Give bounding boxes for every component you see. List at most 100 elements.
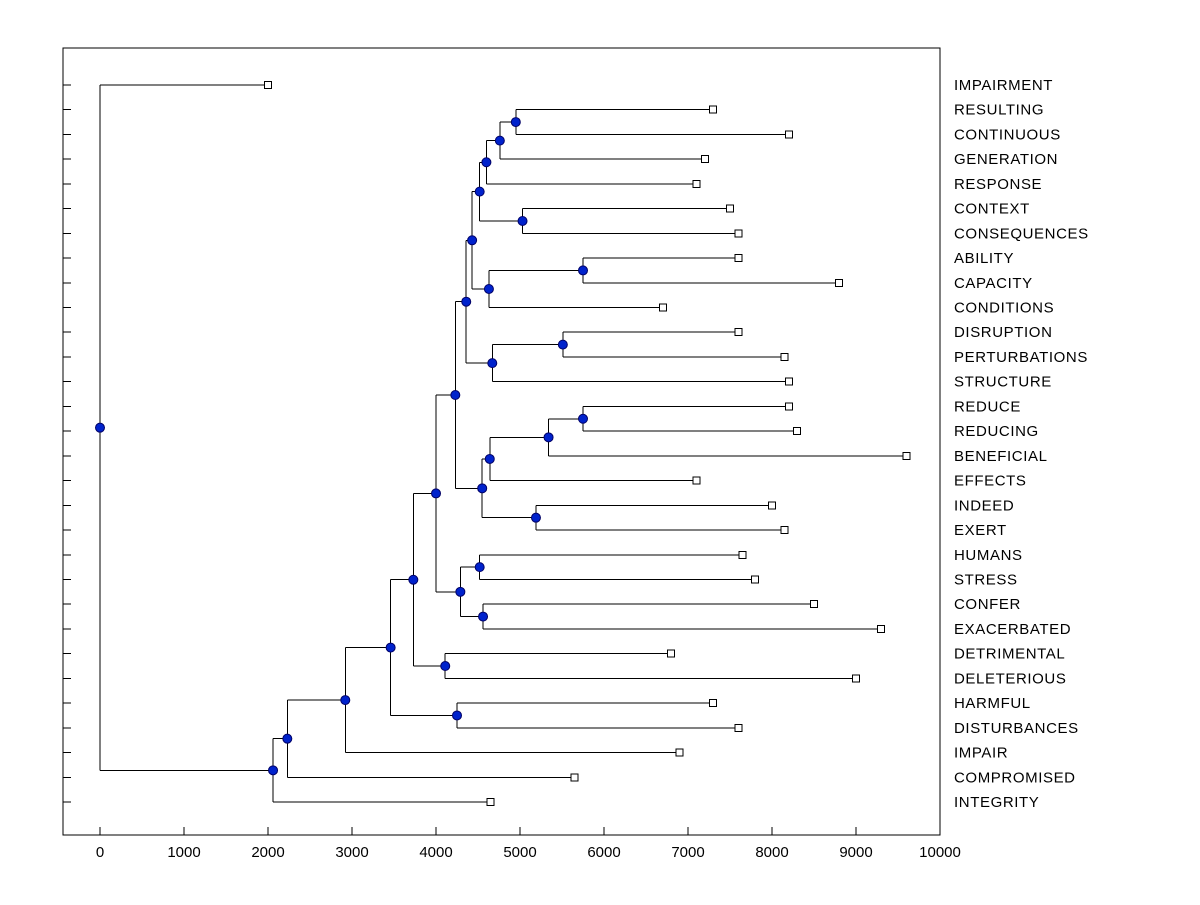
internal-node-marker xyxy=(517,215,528,226)
leaf-label: CONFER xyxy=(954,596,1021,613)
leaf-marker xyxy=(692,476,701,485)
leaf-marker xyxy=(852,674,860,683)
internal-node-marker xyxy=(484,453,495,464)
leaf-marker xyxy=(784,402,793,411)
x-tick-label: 4000 xyxy=(419,844,452,861)
x-tick-label: 0 xyxy=(96,844,104,861)
leaf-label: EFFECTS xyxy=(954,473,1027,490)
x-tick-label: 2000 xyxy=(251,844,284,861)
leaf-marker xyxy=(734,229,743,238)
internal-node-marker xyxy=(282,733,293,744)
leaf-label: EXERT xyxy=(954,522,1007,539)
leaf-marker xyxy=(667,649,676,658)
leaf-label: HUMANS xyxy=(954,547,1023,564)
x-tick-label: 1000 xyxy=(167,844,200,861)
leaf-label: ABILITY xyxy=(954,250,1014,267)
leaf-label: HARMFUL xyxy=(954,695,1031,712)
internal-node-marker xyxy=(431,488,441,499)
internal-node-marker xyxy=(450,390,461,401)
x-tick-label: 7000 xyxy=(671,844,704,861)
leaf-label: EXACERBATED xyxy=(954,621,1071,638)
leaf-marker xyxy=(700,155,709,164)
leaf-label: IMPAIR xyxy=(954,745,1008,762)
leaf-label: STRESS xyxy=(954,571,1018,588)
leaf-label: CONDITIONS xyxy=(954,300,1054,317)
internal-node-marker xyxy=(461,296,472,307)
leaf-marker xyxy=(780,352,789,361)
internal-node-marker xyxy=(477,483,488,494)
leaf-label: DETRIMENTAL xyxy=(954,646,1065,663)
internal-node-marker xyxy=(340,695,351,706)
leaf-marker xyxy=(835,278,844,287)
plot-box xyxy=(62,47,941,836)
internal-node-marker xyxy=(487,358,498,369)
leaf-marker xyxy=(738,550,747,559)
leaf-marker xyxy=(734,254,743,263)
internal-node-marker xyxy=(510,117,521,128)
leaf-label: COMPROMISED xyxy=(954,769,1076,786)
internal-node-marker xyxy=(385,642,396,653)
leaf-label: INDEED xyxy=(954,497,1014,514)
leaf-marker xyxy=(675,748,684,757)
leaf-marker xyxy=(877,624,886,633)
leaf-label: PERTURBATIONS xyxy=(954,349,1088,366)
leaf-marker xyxy=(726,204,734,213)
internal-node-marker xyxy=(440,661,451,672)
leaf-label: RESULTING xyxy=(954,102,1044,119)
leaf-marker xyxy=(784,130,793,139)
x-tick-label: 9000 xyxy=(839,844,872,861)
leaf-label: CONTEXT xyxy=(954,201,1030,218)
internal-node-marker xyxy=(474,562,485,573)
leaf-marker xyxy=(751,575,760,584)
x-tick-label: 6000 xyxy=(587,844,620,861)
x-tick-label: 5000 xyxy=(503,844,536,861)
internal-node-marker xyxy=(578,413,588,424)
leaf-label: CONTINUOUS xyxy=(954,126,1061,143)
internal-node-marker xyxy=(455,586,466,597)
leaf-marker xyxy=(734,328,743,337)
leaf-label: DELETERIOUS xyxy=(954,670,1066,687)
leaf-marker xyxy=(780,526,789,535)
internal-node-marker xyxy=(95,422,105,433)
leaf-marker xyxy=(570,773,579,782)
internal-node-marker xyxy=(474,186,485,197)
leaf-label: REDUCE xyxy=(954,398,1021,415)
leaf-marker xyxy=(784,377,793,386)
internal-node-marker xyxy=(530,512,541,523)
leaf-marker xyxy=(658,303,667,312)
internal-node-marker xyxy=(543,432,554,443)
x-tick-label: 3000 xyxy=(335,844,368,861)
internal-node-marker xyxy=(467,235,478,246)
internal-node-marker xyxy=(478,611,489,622)
leaf-marker xyxy=(264,81,272,89)
x-tick-label: 10000 xyxy=(919,844,961,861)
internal-node-marker xyxy=(578,265,588,276)
leaf-marker xyxy=(734,723,743,732)
leaf-marker xyxy=(692,179,701,188)
leaf-label: CAPACITY xyxy=(954,275,1033,292)
leaf-label: REDUCING xyxy=(954,423,1039,440)
leaf-marker xyxy=(902,451,911,460)
leaf-label: INTEGRITY xyxy=(954,794,1039,811)
leaf-label: GENERATION xyxy=(954,151,1058,168)
leaf-label: DISRUPTION xyxy=(954,324,1053,341)
internal-node-marker xyxy=(408,574,419,585)
internal-node-marker xyxy=(481,157,492,168)
leaf-label: STRUCTURE xyxy=(954,374,1052,391)
leaf-marker xyxy=(793,427,802,436)
internal-node-marker xyxy=(557,339,568,350)
leaf-label: CONSEQUENCES xyxy=(954,225,1089,242)
internal-node-marker xyxy=(268,765,279,776)
leaf-label: IMPAIRMENT xyxy=(954,77,1053,94)
internal-node-marker xyxy=(452,710,462,721)
leaf-marker xyxy=(486,798,495,806)
internal-node-marker xyxy=(483,283,494,294)
leaf-marker xyxy=(709,699,718,708)
leaf-label: RESPONSE xyxy=(954,176,1042,193)
internal-node-marker xyxy=(494,135,505,146)
leaf-label: BENEFICIAL xyxy=(954,448,1048,465)
leaf-marker xyxy=(810,600,818,609)
leaf-marker xyxy=(768,501,776,510)
leaf-marker xyxy=(709,105,718,114)
